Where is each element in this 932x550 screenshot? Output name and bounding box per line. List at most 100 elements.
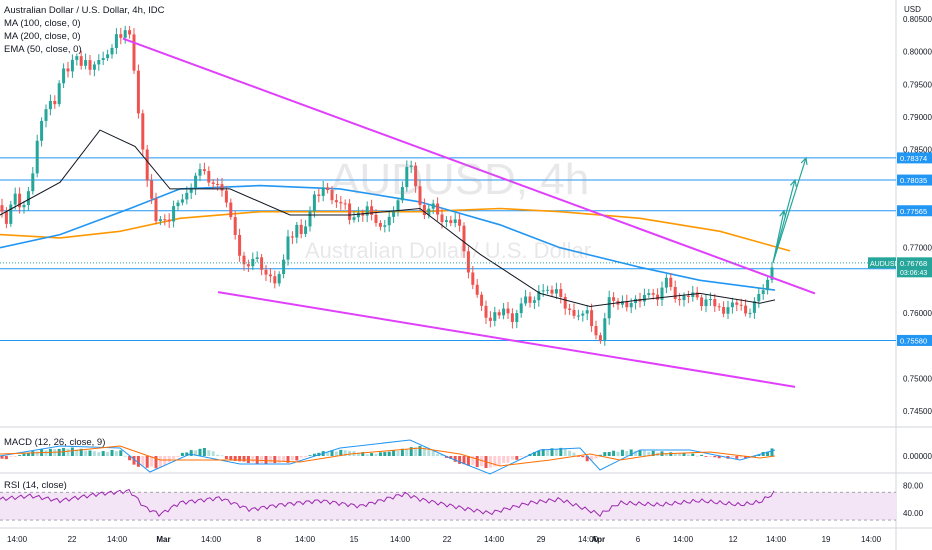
candle (119, 34, 123, 38)
candle (563, 296, 567, 309)
candle (374, 214, 378, 223)
macd-bar (229, 456, 233, 460)
time-tick: Mar (156, 535, 170, 544)
macd-bar (634, 450, 638, 456)
macd-bar (515, 456, 519, 460)
current-price-bg (897, 257, 932, 278)
candle (0, 205, 4, 212)
rsi-tick: 40.00 (903, 509, 924, 518)
arrow-head (800, 156, 808, 165)
macd-bar (312, 453, 316, 456)
macd-bar (273, 456, 277, 464)
candle (422, 204, 426, 216)
legend-ema50[interactable]: EMA (50, close, 0) (4, 44, 82, 55)
macd-bar (713, 456, 717, 458)
candle (62, 68, 66, 84)
candle (396, 200, 400, 212)
time-tick: 22 (68, 535, 77, 544)
candle (598, 335, 602, 341)
candle (726, 307, 730, 314)
macd-bar (114, 451, 118, 456)
arrow-head (779, 209, 787, 218)
macd-bar (374, 453, 378, 456)
macd-bar (405, 449, 409, 456)
macd-bar (449, 456, 453, 459)
candle (339, 202, 343, 204)
candle (308, 211, 312, 227)
legend-ma100[interactable]: MA (100, close, 0) (4, 18, 81, 29)
macd-bar (172, 456, 176, 459)
macd-bar (546, 450, 550, 456)
macd-bar (537, 450, 541, 456)
candle (290, 236, 294, 238)
candle (255, 257, 259, 259)
candle (114, 34, 118, 48)
macd-bar (581, 456, 585, 458)
macd-legend[interactable]: MACD (12, 26, close, 9) (4, 437, 106, 448)
candle (348, 203, 352, 220)
symbol-title: Australian Dollar / U.S. Dollar, 4h, IDC (4, 5, 165, 16)
macd-bar (730, 456, 734, 458)
candle (704, 299, 708, 307)
projection-arrow (772, 157, 807, 263)
candle (532, 300, 536, 303)
rsi-tick: 80.00 (903, 481, 924, 490)
candle (409, 165, 413, 167)
macd-bar (519, 456, 523, 457)
macd-bar (471, 456, 475, 465)
macd-bar (559, 447, 563, 456)
time-tick: 14:00 (295, 535, 316, 544)
candle (537, 291, 541, 301)
candle (26, 191, 30, 206)
candle (471, 272, 475, 285)
macd-bar (158, 456, 162, 468)
macd-bar (735, 456, 739, 459)
macd-bar (66, 448, 70, 456)
price-tick: 0.79500 (903, 80, 932, 89)
candle (431, 203, 435, 209)
candle (22, 205, 26, 208)
level-label: 0.78374 (900, 154, 927, 163)
candle (664, 277, 668, 288)
candle (647, 293, 651, 295)
candle (260, 257, 264, 270)
time-tick: 14:00 (766, 535, 787, 544)
macd-bar (616, 451, 620, 456)
macd-bar (383, 452, 387, 456)
candle (48, 101, 52, 110)
candle (444, 220, 448, 222)
macd-bar (110, 450, 114, 456)
macd-bar (356, 452, 360, 456)
time-tick: 14:00 (861, 535, 882, 544)
macd-bar (453, 456, 457, 462)
symbol-tag-bg (868, 257, 896, 269)
candle (268, 274, 272, 277)
macd-bar (224, 456, 228, 459)
macd-bar (563, 448, 567, 456)
currency-label: USD (904, 5, 921, 14)
projection-arrow (772, 179, 796, 263)
macd-bar (268, 456, 272, 463)
candle (691, 292, 695, 297)
time-tick: 14:00 (390, 535, 411, 544)
legend-ma200[interactable]: MA (200, close, 0) (4, 31, 81, 42)
macd-bar (493, 456, 497, 467)
macd-bar (31, 451, 35, 456)
macd-bar (216, 454, 220, 456)
symbol-tag: AUDUSD (870, 261, 900, 268)
level-label: 0.75580 (900, 336, 927, 345)
candle (695, 292, 699, 298)
macd-bar (590, 456, 594, 461)
macd-bar (392, 450, 396, 456)
macd-bar (330, 450, 334, 456)
macd-bar (141, 456, 145, 466)
macd-bar (396, 450, 400, 456)
candle (581, 313, 585, 316)
macd-signal-line (0, 445, 776, 467)
candle (365, 206, 369, 216)
rsi-legend[interactable]: RSI (14, close) (4, 480, 67, 491)
candle (528, 296, 532, 303)
candle (392, 211, 396, 217)
projection-arrow (772, 210, 785, 263)
